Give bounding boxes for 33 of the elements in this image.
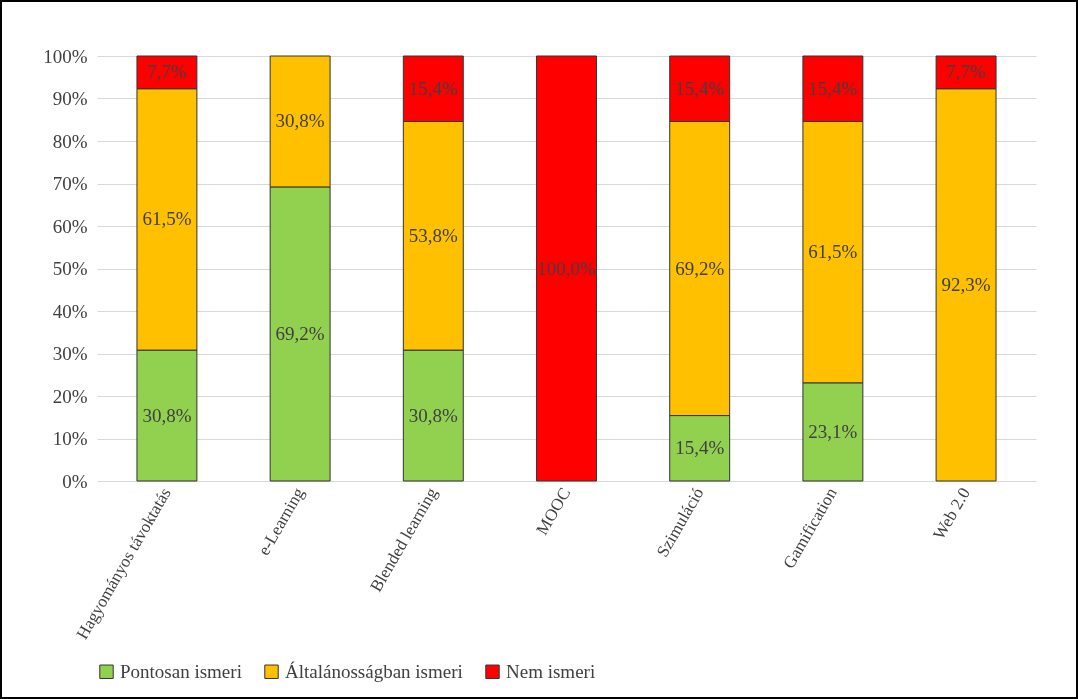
legend-label: Általánosságban ismeri xyxy=(285,660,463,682)
data-label: 69,2% xyxy=(275,322,325,344)
y-tick-label: 100% xyxy=(43,45,88,67)
legend-label: Nem ismeri xyxy=(506,660,596,682)
y-tick-label: 30% xyxy=(52,343,88,364)
data-label: 61,5% xyxy=(142,208,192,230)
data-label: 15,4% xyxy=(675,437,725,459)
data-label: 53,8% xyxy=(408,224,459,246)
data-label: 7,7% xyxy=(946,61,987,83)
legend-label: Pontosan ismeri xyxy=(120,660,242,682)
data-label: 15,4% xyxy=(408,77,459,99)
y-tick-label: 40% xyxy=(52,300,88,322)
data-label: 15,4% xyxy=(675,77,725,99)
y-tick-label: 90% xyxy=(52,88,88,109)
y-tick-label: 50% xyxy=(52,258,88,279)
data-label: 30,8% xyxy=(275,110,325,132)
data-label: 92,3% xyxy=(941,273,991,295)
x-tick-label: Web 2.0 xyxy=(929,484,974,543)
y-tick-label: 0% xyxy=(62,470,88,492)
data-label: 23,1% xyxy=(808,420,858,442)
y-tick-label: 20% xyxy=(52,385,88,407)
data-label: 30,8% xyxy=(142,404,192,426)
data-label: 100,0% xyxy=(537,257,596,279)
data-label: 7,7% xyxy=(147,61,187,83)
data-label: 30,8% xyxy=(408,404,459,426)
bar xyxy=(536,55,597,482)
data-label: 15,4% xyxy=(808,77,858,99)
y-tick-label: 10% xyxy=(52,428,88,449)
y-tick-label: 70% xyxy=(52,173,88,194)
y-tick-label: 60% xyxy=(52,215,88,237)
data-label: 69,2% xyxy=(675,257,725,279)
data-label: 61,5% xyxy=(808,241,858,263)
y-tick-label: 80% xyxy=(52,130,88,152)
